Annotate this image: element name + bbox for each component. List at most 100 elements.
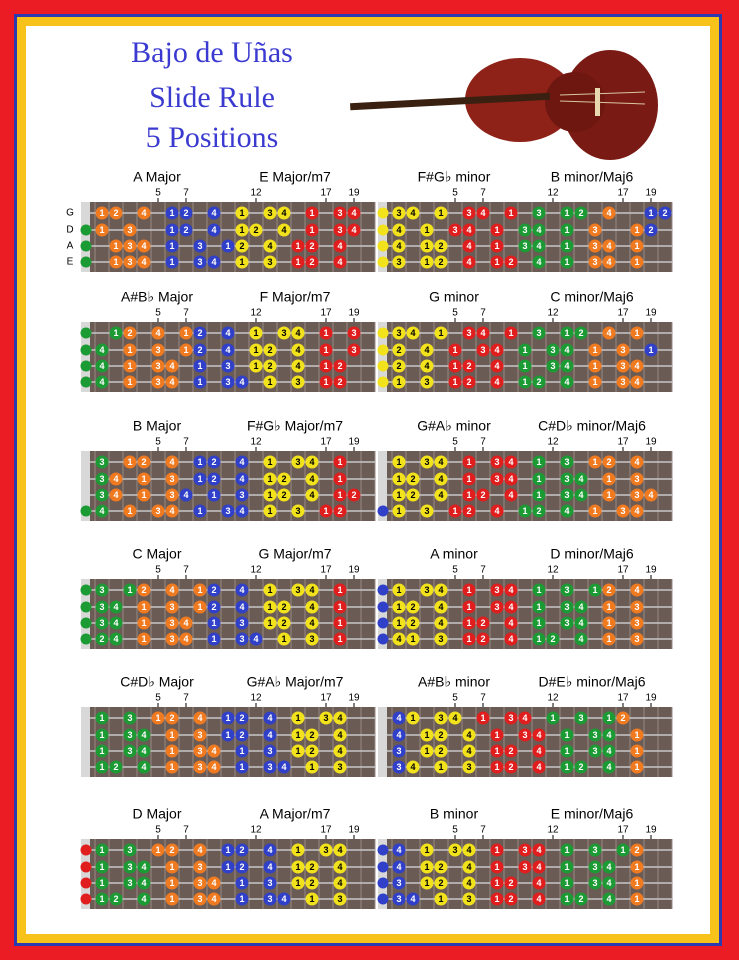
finger-number: 1 (634, 878, 639, 888)
note-dot (434, 206, 448, 220)
note-dot (588, 255, 602, 269)
finger-number: 4 (466, 257, 471, 267)
finger-number: 4 (480, 208, 485, 218)
note-dot (406, 760, 420, 774)
finger-number: 4 (267, 241, 272, 251)
finger-number: 4 (410, 762, 415, 772)
fret-number: 12 (547, 308, 559, 319)
finger-number: 3 (396, 878, 401, 888)
note-dot (277, 760, 291, 774)
note-dot (319, 359, 333, 373)
note-dot (434, 455, 448, 469)
finger-number: 2 (410, 474, 415, 484)
finger-number: 4 (337, 845, 342, 855)
finger-number: 4 (508, 474, 513, 484)
finger-number: 4 (606, 862, 611, 872)
note-dot (123, 876, 137, 890)
finger-number: 2 (438, 862, 443, 872)
finger-number: 4 (295, 345, 300, 355)
finger-number: 4 (155, 328, 160, 338)
open-string-dot (80, 877, 92, 889)
note-dot (490, 860, 504, 874)
note-dot (193, 455, 207, 469)
note-dot (476, 711, 490, 725)
finger-number: 3 (522, 241, 527, 251)
open-string-dot (377, 617, 389, 629)
finger-number: 4 (337, 862, 342, 872)
note-dot (235, 255, 249, 269)
open-string-dot (80, 601, 92, 613)
note-dot (221, 711, 235, 725)
note-dot (518, 711, 532, 725)
finger-number: 1 (169, 730, 174, 740)
finger-number: 4 (578, 474, 583, 484)
finger-number: 1 (410, 634, 415, 644)
finger-number: 4 (141, 257, 146, 267)
note-dot (207, 632, 221, 646)
note-dot (291, 504, 305, 518)
finger-number: 2 (396, 345, 401, 355)
chord-title: E Major/m7 (259, 169, 331, 185)
finger-number: 3 (281, 328, 286, 338)
note-dot (602, 326, 616, 340)
finger-number: 4 (337, 713, 342, 723)
note-dot (392, 744, 406, 758)
finger-number: 3 (466, 894, 471, 904)
note-dot (193, 876, 207, 890)
finger-number: 2 (141, 585, 146, 595)
finger-number: 1 (396, 474, 401, 484)
note-dot (347, 343, 361, 357)
note-dot (560, 583, 574, 597)
finger-number: 3 (323, 845, 328, 855)
note-dot (305, 223, 319, 237)
note-dot (207, 255, 221, 269)
note-dot (109, 239, 123, 253)
note-dot (630, 255, 644, 269)
note-dot (249, 223, 263, 237)
note-dot (235, 711, 249, 725)
note-dot (221, 375, 235, 389)
note-dot (434, 744, 448, 758)
finger-number: 3 (127, 257, 132, 267)
note-dot (137, 728, 151, 742)
note-dot (137, 239, 151, 253)
finger-number: 4 (508, 618, 513, 628)
finger-number: 4 (606, 878, 611, 888)
note-dot (109, 616, 123, 630)
chord-title: D minor/Maj6 (550, 546, 633, 562)
finger-number: 1 (466, 474, 471, 484)
finger-number: 3 (155, 361, 160, 371)
finger-number: 3 (155, 506, 160, 516)
note-dot (616, 843, 630, 857)
note-dot (333, 860, 347, 874)
finger-number: 1 (592, 506, 597, 516)
note-dot (462, 455, 476, 469)
note-dot (291, 343, 305, 357)
note-dot (406, 326, 420, 340)
note-dot (235, 223, 249, 237)
fret-number: 7 (183, 565, 189, 576)
finger-number: 2 (466, 506, 471, 516)
note-dot (235, 632, 249, 646)
note-dot (193, 359, 207, 373)
finger-number: 3 (424, 377, 429, 387)
finger-number: 4 (606, 762, 611, 772)
note-dot (490, 583, 504, 597)
note-dot (151, 843, 165, 857)
note-dot (560, 876, 574, 890)
note-dot (291, 375, 305, 389)
finger-number: 4 (197, 713, 202, 723)
note-dot (602, 455, 616, 469)
note-dot (123, 728, 137, 742)
finger-number: 2 (169, 713, 174, 723)
finger-number: 1 (183, 345, 188, 355)
note-dot (333, 472, 347, 486)
note-dot (109, 206, 123, 220)
finger-number: 2 (309, 730, 314, 740)
finger-number: 1 (466, 585, 471, 595)
note-dot (333, 359, 347, 373)
note-dot (95, 728, 109, 742)
note-dot (137, 488, 151, 502)
finger-number: 2 (309, 257, 314, 267)
